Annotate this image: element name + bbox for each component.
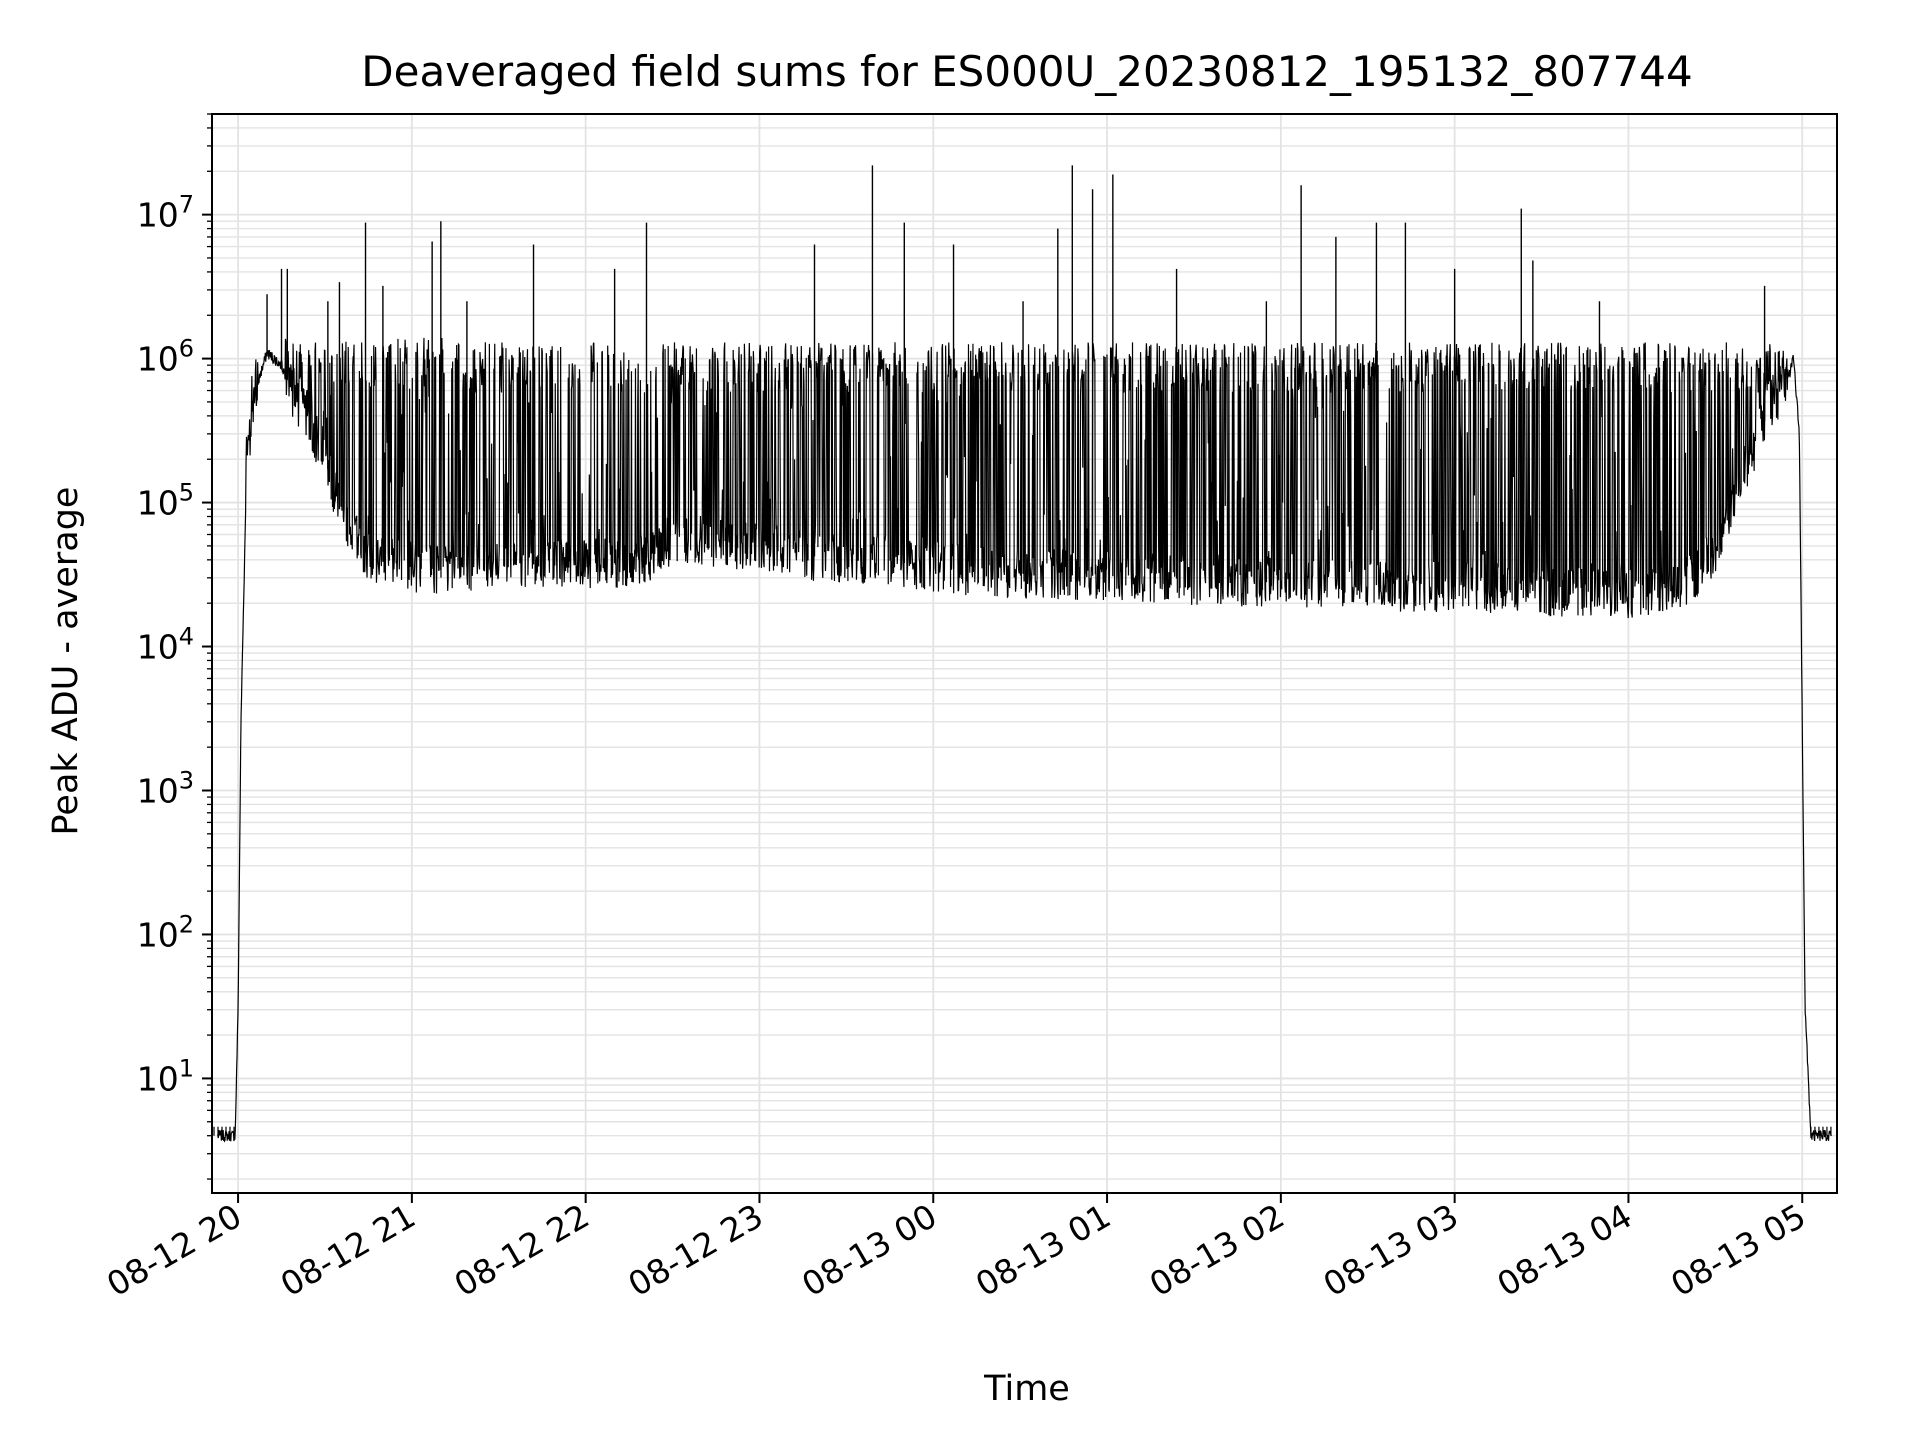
y-tick-label: 102 — [137, 910, 194, 954]
y-tick-label: 103 — [137, 766, 194, 810]
y-tick-label: 106 — [137, 335, 194, 379]
y-axis-label: Peak ADU - average — [46, 487, 86, 836]
x-axis-label: Time — [983, 1369, 1070, 1409]
y-tick-label: 104 — [137, 623, 194, 667]
y-axis: 101 102 103 104 105 106 107 — [137, 113, 212, 1180]
grid — [212, 113, 1837, 1193]
y-tick-label: 105 — [137, 479, 194, 523]
series-0-path — [217, 337, 1832, 1143]
y-tick-label: 101 — [137, 1054, 194, 1098]
y-tick-label: 107 — [137, 191, 194, 235]
series-0-line — [213, 165, 1832, 1143]
chart-title: Deaveraged field sums for ES000U_2023081… — [361, 47, 1692, 96]
